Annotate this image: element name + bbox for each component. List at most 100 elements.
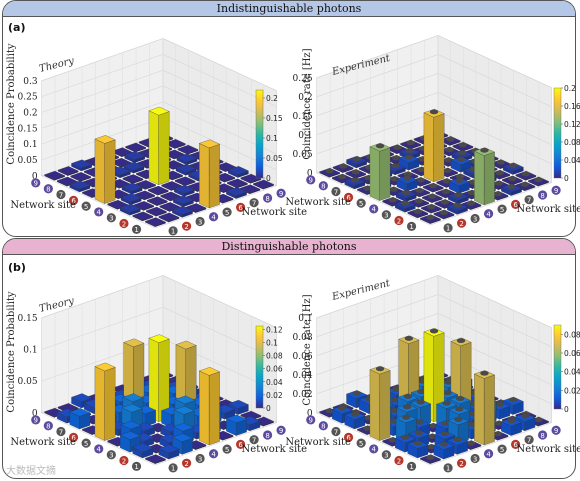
bar bbox=[175, 163, 197, 176]
bar-top bbox=[94, 135, 116, 144]
site-marker bbox=[208, 212, 219, 222]
bar-top bbox=[56, 176, 78, 186]
bar bbox=[527, 176, 549, 187]
bar bbox=[44, 170, 66, 181]
bar bbox=[451, 149, 473, 163]
site-marker bbox=[262, 193, 273, 203]
bar-top bbox=[240, 410, 262, 420]
error-cap bbox=[457, 150, 467, 156]
bar bbox=[175, 340, 197, 413]
panel-label: (b) bbox=[8, 261, 26, 274]
site-number: 3 bbox=[473, 455, 477, 463]
error-cap bbox=[413, 440, 423, 446]
site-number: 5 bbox=[500, 206, 504, 214]
colorbar-tick-label: 0.16 bbox=[564, 102, 580, 111]
site-number: 2 bbox=[459, 460, 463, 468]
bar-top bbox=[240, 173, 262, 183]
z-axis-label: Coincidence Probability bbox=[6, 291, 17, 412]
bar-top bbox=[134, 190, 156, 200]
bar bbox=[148, 106, 170, 186]
site-number: 5 bbox=[84, 203, 88, 211]
bar bbox=[125, 142, 147, 153]
site-number: 9 bbox=[309, 417, 313, 425]
site-number: 9 bbox=[309, 177, 313, 185]
x-axis-label: Network site bbox=[10, 200, 76, 211]
site-number: 2 bbox=[459, 220, 463, 228]
site-marker bbox=[456, 218, 467, 228]
error-cap bbox=[426, 455, 435, 460]
bar-top bbox=[123, 161, 145, 171]
error-cap bbox=[403, 394, 413, 399]
site-number: 9 bbox=[554, 187, 558, 195]
bar bbox=[395, 189, 417, 202]
site-marker bbox=[94, 207, 104, 217]
bar-top bbox=[145, 206, 167, 216]
site-number: 7 bbox=[59, 191, 63, 199]
site-marker bbox=[443, 223, 453, 233]
colorbar-tick-label: 0.02 bbox=[564, 386, 580, 395]
colorbar-tick-label: 0.06 bbox=[564, 349, 580, 358]
z-tick-label: 0.1 bbox=[298, 131, 312, 141]
error-cap bbox=[455, 396, 465, 402]
bar-top bbox=[119, 203, 141, 213]
bar-face bbox=[379, 370, 391, 441]
colorbar-tick-label: 0.05 bbox=[266, 154, 283, 163]
error-cap bbox=[391, 163, 400, 169]
site-number: 5 bbox=[359, 440, 363, 448]
error-cap bbox=[443, 390, 452, 396]
bar-top bbox=[177, 144, 199, 154]
error-cap bbox=[429, 328, 439, 334]
bar bbox=[446, 202, 469, 215]
site-number: 5 bbox=[359, 200, 363, 208]
bar bbox=[71, 159, 93, 172]
bar-top bbox=[147, 185, 169, 195]
error-cap bbox=[521, 171, 531, 177]
error-cap bbox=[414, 198, 423, 204]
bar bbox=[452, 141, 474, 152]
error-cap bbox=[351, 169, 360, 175]
bar-top bbox=[146, 196, 168, 205]
site-number: 2 bbox=[122, 220, 126, 228]
error-cap bbox=[444, 157, 453, 163]
site-number: 9 bbox=[279, 190, 283, 198]
bar-top bbox=[125, 142, 147, 152]
site-number: 3 bbox=[109, 215, 113, 223]
site-marker bbox=[318, 181, 328, 191]
site-number: 7 bbox=[334, 188, 338, 196]
error-cap bbox=[495, 402, 504, 407]
bar bbox=[145, 206, 167, 217]
error-cap bbox=[493, 191, 503, 197]
bar-top bbox=[174, 176, 196, 185]
site-number: 1 bbox=[409, 463, 413, 471]
site-number: 9 bbox=[554, 427, 558, 435]
site-number: 6 bbox=[238, 204, 243, 212]
colorbar-tick-label: 0.08 bbox=[564, 330, 580, 339]
bar bbox=[94, 135, 116, 204]
colorbar-tick-label: 0.2 bbox=[266, 94, 278, 103]
bar bbox=[419, 214, 441, 225]
bar bbox=[198, 139, 220, 209]
error-cap bbox=[338, 163, 348, 169]
bar bbox=[473, 370, 496, 446]
error-cap bbox=[458, 142, 468, 148]
site-marker bbox=[249, 198, 259, 208]
bar bbox=[119, 203, 141, 216]
site-number: 7 bbox=[527, 196, 531, 204]
bar bbox=[121, 182, 143, 195]
site-number: 2 bbox=[184, 223, 188, 231]
bar bbox=[448, 177, 470, 194]
error-cap bbox=[402, 175, 412, 181]
z-axis-label: Coincidence rate [Hz] bbox=[302, 294, 313, 405]
error-cap bbox=[428, 194, 437, 199]
bar-top bbox=[226, 178, 248, 188]
error-cap bbox=[417, 167, 426, 173]
error-cap bbox=[534, 177, 543, 183]
bar bbox=[144, 217, 166, 228]
error-cap bbox=[507, 184, 516, 189]
site-number: 8 bbox=[265, 195, 269, 203]
bar-top bbox=[71, 159, 93, 169]
error-cap bbox=[480, 147, 489, 153]
